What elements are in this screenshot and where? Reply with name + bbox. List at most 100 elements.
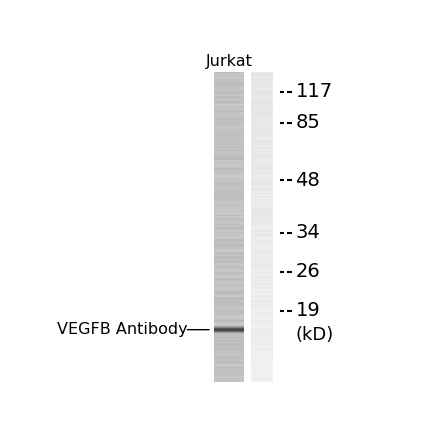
Bar — [251, 162, 273, 163]
Bar — [213, 289, 244, 291]
Bar — [213, 132, 244, 134]
Bar — [213, 224, 244, 225]
Bar — [251, 216, 273, 217]
Bar — [251, 205, 273, 207]
Bar — [251, 362, 273, 364]
Bar — [251, 222, 273, 224]
Bar — [251, 196, 273, 198]
Bar — [251, 168, 273, 169]
Bar — [251, 314, 273, 315]
Bar — [251, 337, 273, 339]
Bar — [213, 300, 244, 302]
Bar — [213, 333, 244, 334]
Bar — [251, 236, 273, 238]
Bar — [251, 202, 273, 204]
Bar — [251, 367, 273, 368]
Bar — [251, 370, 273, 371]
Bar — [251, 165, 273, 166]
Bar — [213, 176, 244, 177]
Bar — [213, 326, 244, 328]
Bar — [213, 199, 244, 201]
Bar — [251, 295, 273, 297]
Bar — [213, 86, 244, 87]
Bar — [251, 201, 273, 202]
Bar — [251, 82, 273, 84]
Bar — [251, 86, 273, 87]
Bar — [251, 137, 273, 138]
Bar — [213, 334, 244, 336]
Bar — [251, 107, 273, 109]
Bar — [213, 267, 244, 269]
Bar — [251, 142, 273, 143]
Bar — [213, 359, 244, 361]
Bar — [213, 306, 244, 308]
Bar — [251, 243, 273, 244]
Bar — [251, 286, 273, 288]
Bar — [213, 171, 244, 172]
Bar — [251, 117, 273, 118]
Bar — [251, 154, 273, 156]
Bar — [213, 367, 244, 368]
Bar — [213, 151, 244, 153]
Bar — [213, 87, 244, 89]
Bar — [213, 165, 244, 166]
Bar — [251, 291, 273, 292]
Bar — [213, 217, 244, 219]
Bar — [251, 198, 273, 199]
Bar — [213, 373, 244, 374]
Bar — [213, 124, 244, 126]
Bar — [251, 303, 273, 305]
Bar — [213, 299, 244, 300]
Bar — [213, 227, 244, 228]
Bar — [213, 270, 244, 272]
Bar — [251, 84, 273, 86]
Bar — [251, 121, 273, 123]
Bar — [251, 379, 273, 381]
Bar — [213, 230, 244, 232]
Bar — [251, 311, 273, 312]
Bar — [251, 292, 273, 294]
Bar — [213, 362, 244, 364]
Bar — [251, 75, 273, 76]
Bar — [213, 339, 244, 340]
Bar — [213, 297, 244, 299]
Bar — [213, 180, 244, 182]
Bar — [213, 123, 244, 124]
Bar — [251, 241, 273, 243]
Bar — [251, 376, 273, 377]
Bar — [213, 174, 244, 176]
Bar — [213, 244, 244, 246]
Bar — [251, 193, 273, 194]
Bar — [213, 134, 244, 135]
Bar — [213, 252, 244, 254]
Bar — [251, 342, 273, 344]
Bar — [251, 364, 273, 365]
Bar — [251, 225, 273, 227]
Bar — [251, 344, 273, 345]
Bar — [213, 89, 244, 90]
Bar — [251, 325, 273, 326]
Bar — [251, 93, 273, 95]
Bar — [251, 365, 273, 367]
Bar — [251, 264, 273, 266]
Bar — [213, 278, 244, 280]
Bar — [251, 183, 273, 185]
Bar — [213, 368, 244, 370]
Bar — [213, 315, 244, 317]
Bar — [213, 168, 244, 169]
Bar — [251, 348, 273, 350]
Bar — [213, 258, 244, 260]
Bar — [251, 263, 273, 264]
Bar — [251, 112, 273, 113]
Bar — [251, 368, 273, 370]
Bar — [213, 350, 244, 351]
Bar — [251, 281, 273, 283]
Bar — [213, 202, 244, 204]
Bar — [251, 177, 273, 179]
Bar — [251, 179, 273, 180]
Bar — [251, 145, 273, 146]
Bar — [213, 90, 244, 92]
Bar — [213, 106, 244, 107]
Bar — [213, 201, 244, 202]
Bar — [213, 162, 244, 163]
